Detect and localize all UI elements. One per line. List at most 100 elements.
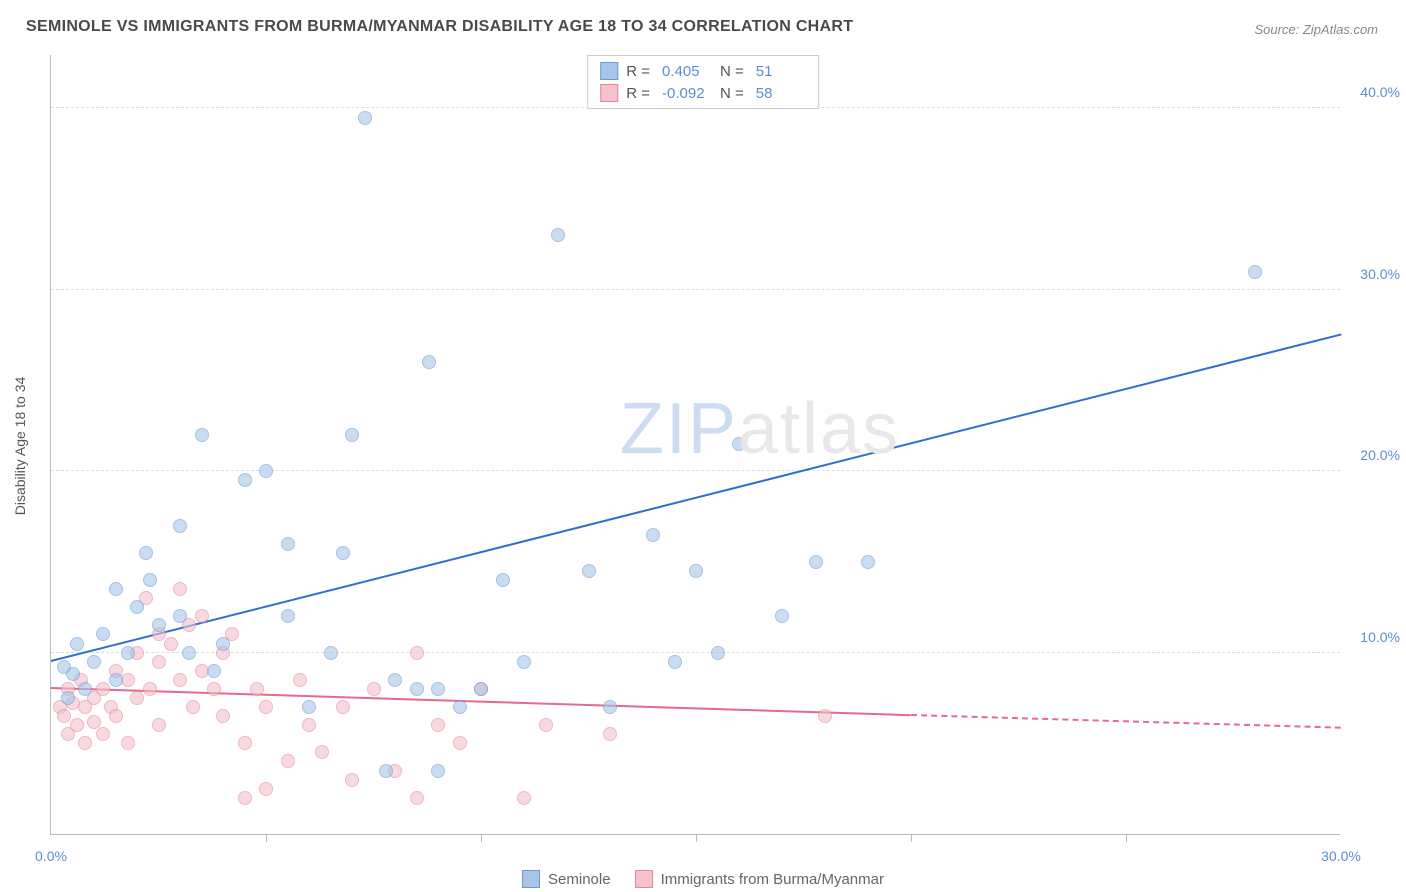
data-point xyxy=(431,718,445,732)
legend-row-2: R = -0.092 N = 58 xyxy=(600,82,806,104)
data-point xyxy=(315,745,329,759)
data-point xyxy=(646,528,660,542)
data-point xyxy=(582,564,596,578)
data-point xyxy=(281,754,295,768)
regression-line xyxy=(51,333,1341,661)
data-point xyxy=(324,646,338,660)
data-point xyxy=(250,682,264,696)
data-point xyxy=(70,637,84,651)
data-point xyxy=(152,718,166,732)
data-point xyxy=(603,727,617,741)
data-point xyxy=(517,791,531,805)
data-point xyxy=(87,715,101,729)
data-point xyxy=(517,655,531,669)
data-point xyxy=(96,727,110,741)
data-point xyxy=(431,682,445,696)
y-tick-label: 10.0% xyxy=(1350,629,1400,645)
data-point xyxy=(474,682,488,696)
y-tick-label: 20.0% xyxy=(1350,447,1400,463)
data-point xyxy=(143,682,157,696)
legend-item-2: Immigrants from Burma/Myanmar xyxy=(635,870,884,888)
data-point xyxy=(195,664,209,678)
data-point xyxy=(1248,265,1262,279)
x-tick-mark xyxy=(481,834,482,842)
data-point xyxy=(109,709,123,723)
data-point xyxy=(410,791,424,805)
correlation-legend: R = 0.405 N = 51 R = -0.092 N = 58 xyxy=(587,55,819,109)
swatch-pink-icon xyxy=(600,84,618,102)
data-point xyxy=(818,709,832,723)
data-point xyxy=(130,691,144,705)
data-point xyxy=(238,473,252,487)
n-label: N = xyxy=(720,63,744,80)
n-label: N = xyxy=(720,85,744,102)
data-point xyxy=(195,428,209,442)
data-point xyxy=(336,546,350,560)
chart-plot-area: ZIPatlas10.0%20.0%30.0%40.0%0.0%30.0% xyxy=(50,55,1340,835)
data-point xyxy=(410,682,424,696)
data-point xyxy=(259,700,273,714)
data-point xyxy=(345,428,359,442)
data-point xyxy=(173,582,187,596)
data-point xyxy=(293,673,307,687)
data-point xyxy=(87,655,101,669)
data-point xyxy=(173,673,187,687)
series-label: Immigrants from Burma/Myanmar xyxy=(661,871,884,888)
data-point xyxy=(259,464,273,478)
data-point xyxy=(143,573,157,587)
gridline xyxy=(51,470,1340,471)
data-point xyxy=(78,736,92,750)
data-point xyxy=(130,600,144,614)
y-tick-label: 40.0% xyxy=(1350,84,1400,100)
series-label: Seminole xyxy=(548,871,611,888)
data-point xyxy=(238,736,252,750)
gridline xyxy=(51,289,1340,290)
r-label: R = xyxy=(626,85,650,102)
data-point xyxy=(96,627,110,641)
data-point xyxy=(453,700,467,714)
data-point xyxy=(861,555,875,569)
data-point xyxy=(711,646,725,660)
data-point xyxy=(379,764,393,778)
legend-item-1: Seminole xyxy=(522,870,611,888)
legend-row-1: R = 0.405 N = 51 xyxy=(600,60,806,82)
x-tick-mark xyxy=(911,834,912,842)
regression-line xyxy=(911,714,1341,729)
x-tick-label: 0.0% xyxy=(35,848,67,864)
source-label: Source: ZipAtlas.com xyxy=(1254,22,1378,37)
data-point xyxy=(152,618,166,632)
data-point xyxy=(109,673,123,687)
data-point xyxy=(195,609,209,623)
data-point xyxy=(302,700,316,714)
data-point xyxy=(121,736,135,750)
swatch-blue-icon xyxy=(600,62,618,80)
data-point xyxy=(422,355,436,369)
data-point xyxy=(173,609,187,623)
data-point xyxy=(496,573,510,587)
data-point xyxy=(367,682,381,696)
series-legend: Seminole Immigrants from Burma/Myanmar xyxy=(522,870,884,888)
data-point xyxy=(182,646,196,660)
data-point xyxy=(61,691,75,705)
data-point xyxy=(164,637,178,651)
y-axis-label: Disability Age 18 to 34 xyxy=(12,377,28,516)
data-point xyxy=(775,609,789,623)
y-tick-label: 30.0% xyxy=(1350,266,1400,282)
data-point xyxy=(121,673,135,687)
r-value: 0.405 xyxy=(662,63,712,80)
data-point xyxy=(388,673,402,687)
data-point xyxy=(410,646,424,660)
data-point xyxy=(57,709,71,723)
data-point xyxy=(453,736,467,750)
data-point xyxy=(152,655,166,669)
data-point xyxy=(689,564,703,578)
n-value: 58 xyxy=(756,85,806,102)
data-point xyxy=(281,609,295,623)
x-tick-label: 30.0% xyxy=(1321,848,1361,864)
data-point xyxy=(302,718,316,732)
data-point xyxy=(207,682,221,696)
data-point xyxy=(66,667,80,681)
data-point xyxy=(551,228,565,242)
data-point xyxy=(336,700,350,714)
data-point xyxy=(216,709,230,723)
